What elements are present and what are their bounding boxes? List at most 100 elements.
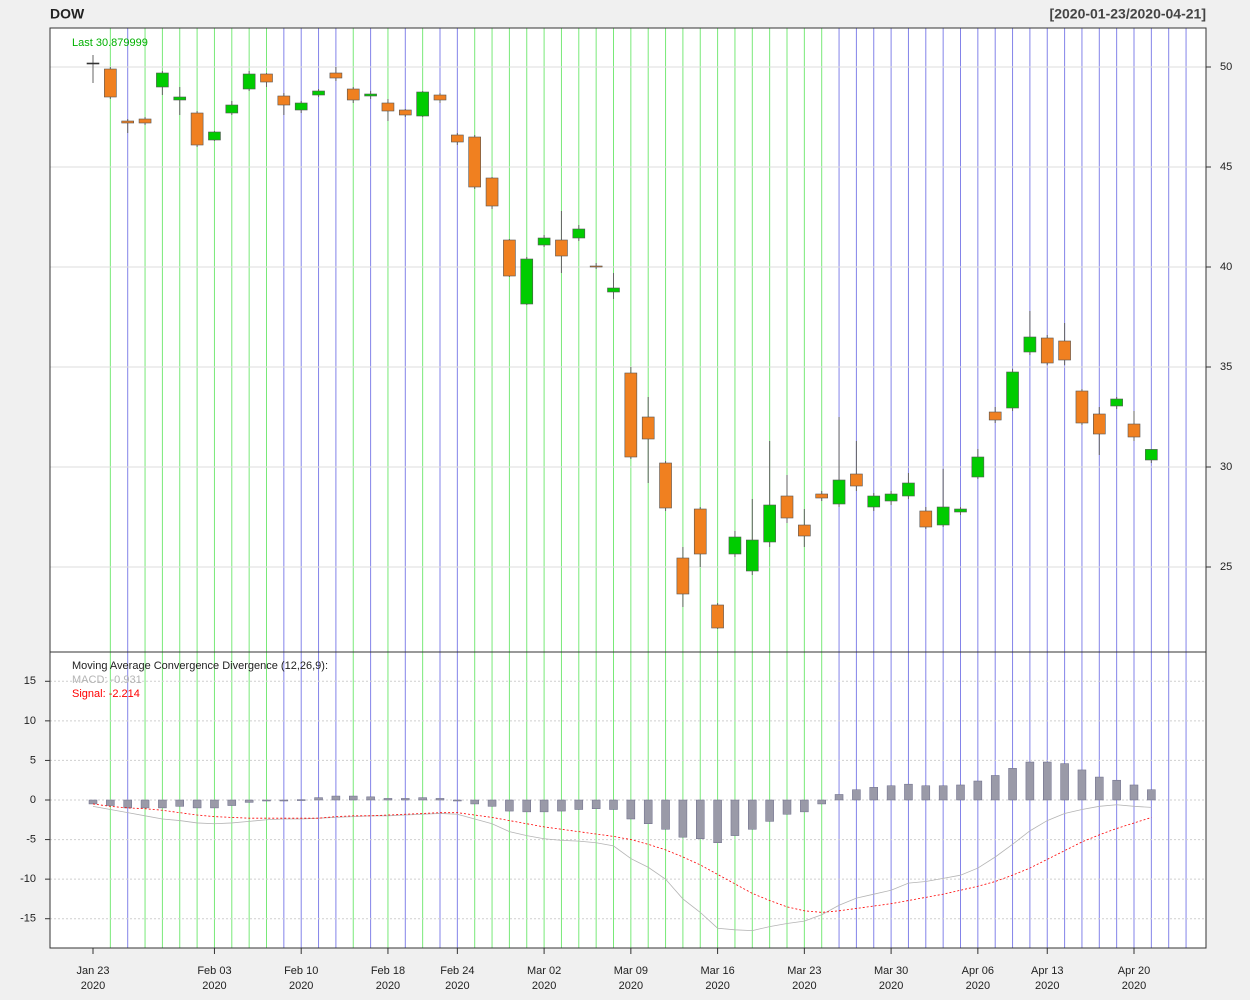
- y-tick-label: 50: [1220, 61, 1232, 73]
- candle-body: [468, 136, 482, 188]
- histogram-bar: [609, 799, 618, 810]
- histogram-bar: [331, 795, 341, 801]
- candle-body: [260, 73, 273, 83]
- x-tick-label: Apr 13: [1031, 965, 1063, 977]
- candle-body: [138, 118, 152, 124]
- histogram-bar: [990, 775, 1000, 801]
- x-tick-year: 2020: [966, 980, 990, 992]
- y-tick-label: 40: [1220, 261, 1232, 273]
- histogram-bar: [1095, 776, 1104, 801]
- histogram-bar: [88, 799, 98, 805]
- candle-body: [225, 104, 239, 114]
- histogram-bar: [366, 796, 375, 801]
- histogram-bar: [1008, 768, 1017, 801]
- candle-body: [693, 508, 707, 555]
- y-tick-label: 10: [24, 715, 36, 727]
- candle-body: [624, 372, 638, 458]
- y-tick-label: 25: [1220, 561, 1232, 573]
- histogram-bar: [1129, 784, 1139, 801]
- histogram-bar: [539, 799, 549, 813]
- histogram-bar: [574, 799, 584, 810]
- candle-body: [745, 539, 759, 572]
- legend-entry: Signal: -2.214: [72, 688, 140, 700]
- candle-body: [555, 239, 568, 257]
- candle-body: [346, 88, 360, 101]
- candle-body: [1093, 413, 1106, 435]
- histogram-bar: [487, 799, 497, 807]
- x-tick-year: 2020: [202, 980, 226, 992]
- x-tick-label: Feb 10: [284, 965, 318, 977]
- candle-body: [520, 258, 534, 305]
- candle-body: [728, 536, 742, 555]
- candle-body: [104, 68, 117, 98]
- candle-body: [884, 493, 898, 502]
- candle-body: [815, 493, 829, 499]
- candle-body: [416, 91, 429, 117]
- histogram-bar: [748, 799, 757, 830]
- histogram-bar: [262, 799, 271, 802]
- last-value: Last 30.879999: [72, 37, 148, 49]
- candle-body: [780, 495, 794, 519]
- histogram-bar: [158, 799, 167, 809]
- y-tick-label: -15: [20, 913, 36, 925]
- x-tick-year: 2020: [376, 980, 400, 992]
- x-tick-label: Mar 09: [614, 965, 648, 977]
- candle-body: [1058, 340, 1071, 361]
- histogram-bar: [296, 799, 306, 801]
- candle-body: [485, 177, 499, 207]
- candle-body: [1127, 423, 1141, 438]
- histogram-bar: [904, 783, 913, 801]
- histogram-bar: [401, 798, 410, 801]
- histogram-bar: [453, 799, 462, 802]
- y-tick-label: 30: [1220, 461, 1232, 473]
- candle-body: [763, 504, 776, 543]
- histogram-bar: [1112, 779, 1121, 801]
- histogram-bar: [383, 798, 393, 801]
- histogram-bar: [678, 799, 688, 838]
- histogram-bar: [522, 799, 531, 813]
- histogram-bar: [279, 799, 289, 802]
- candle-body: [537, 237, 551, 246]
- candle-body: [850, 473, 863, 487]
- y-tick-label: 5: [30, 754, 36, 766]
- histogram-bar: [956, 784, 965, 801]
- x-tick-label: Mar 23: [787, 965, 821, 977]
- histogram-bar: [470, 799, 479, 805]
- candle-body: [919, 510, 933, 528]
- y-tick-label: 45: [1220, 161, 1232, 173]
- x-tick-label: Feb 18: [371, 965, 405, 977]
- x-tick-label: Mar 02: [527, 965, 561, 977]
- histogram-bar: [244, 799, 254, 803]
- candle-body: [294, 102, 308, 111]
- histogram-bar: [713, 799, 722, 843]
- x-tick-year: 2020: [445, 980, 469, 992]
- candle-body: [208, 131, 221, 141]
- x-tick-year: 2020: [289, 980, 313, 992]
- candle-body: [156, 72, 169, 88]
- histogram-bar: [227, 799, 237, 806]
- x-tick-year: 2020: [879, 980, 903, 992]
- histogram-bar: [314, 797, 323, 801]
- histogram-bar: [643, 799, 653, 824]
- candle-body: [936, 506, 950, 526]
- candle-body: [329, 72, 343, 79]
- series-line: [92, 803, 1152, 913]
- histogram-bar: [938, 785, 948, 801]
- candle-body: [572, 228, 586, 239]
- histogram-bar: [505, 799, 514, 812]
- candle-body: [589, 265, 603, 268]
- histogram-bar: [1077, 769, 1087, 801]
- candle-body: [312, 90, 325, 96]
- candle-body: [1145, 449, 1158, 461]
- date-range: [2020-01-23/2020-04-21]: [1050, 6, 1206, 22]
- histogram-bar: [418, 797, 427, 801]
- histogram-bar: [921, 785, 931, 801]
- candle-body: [1023, 336, 1037, 353]
- candle-body: [902, 482, 915, 497]
- histogram-bar: [175, 799, 184, 807]
- candle-body: [1006, 371, 1019, 409]
- candle-body: [832, 479, 846, 505]
- x-tick-label: Apr 06: [962, 965, 994, 977]
